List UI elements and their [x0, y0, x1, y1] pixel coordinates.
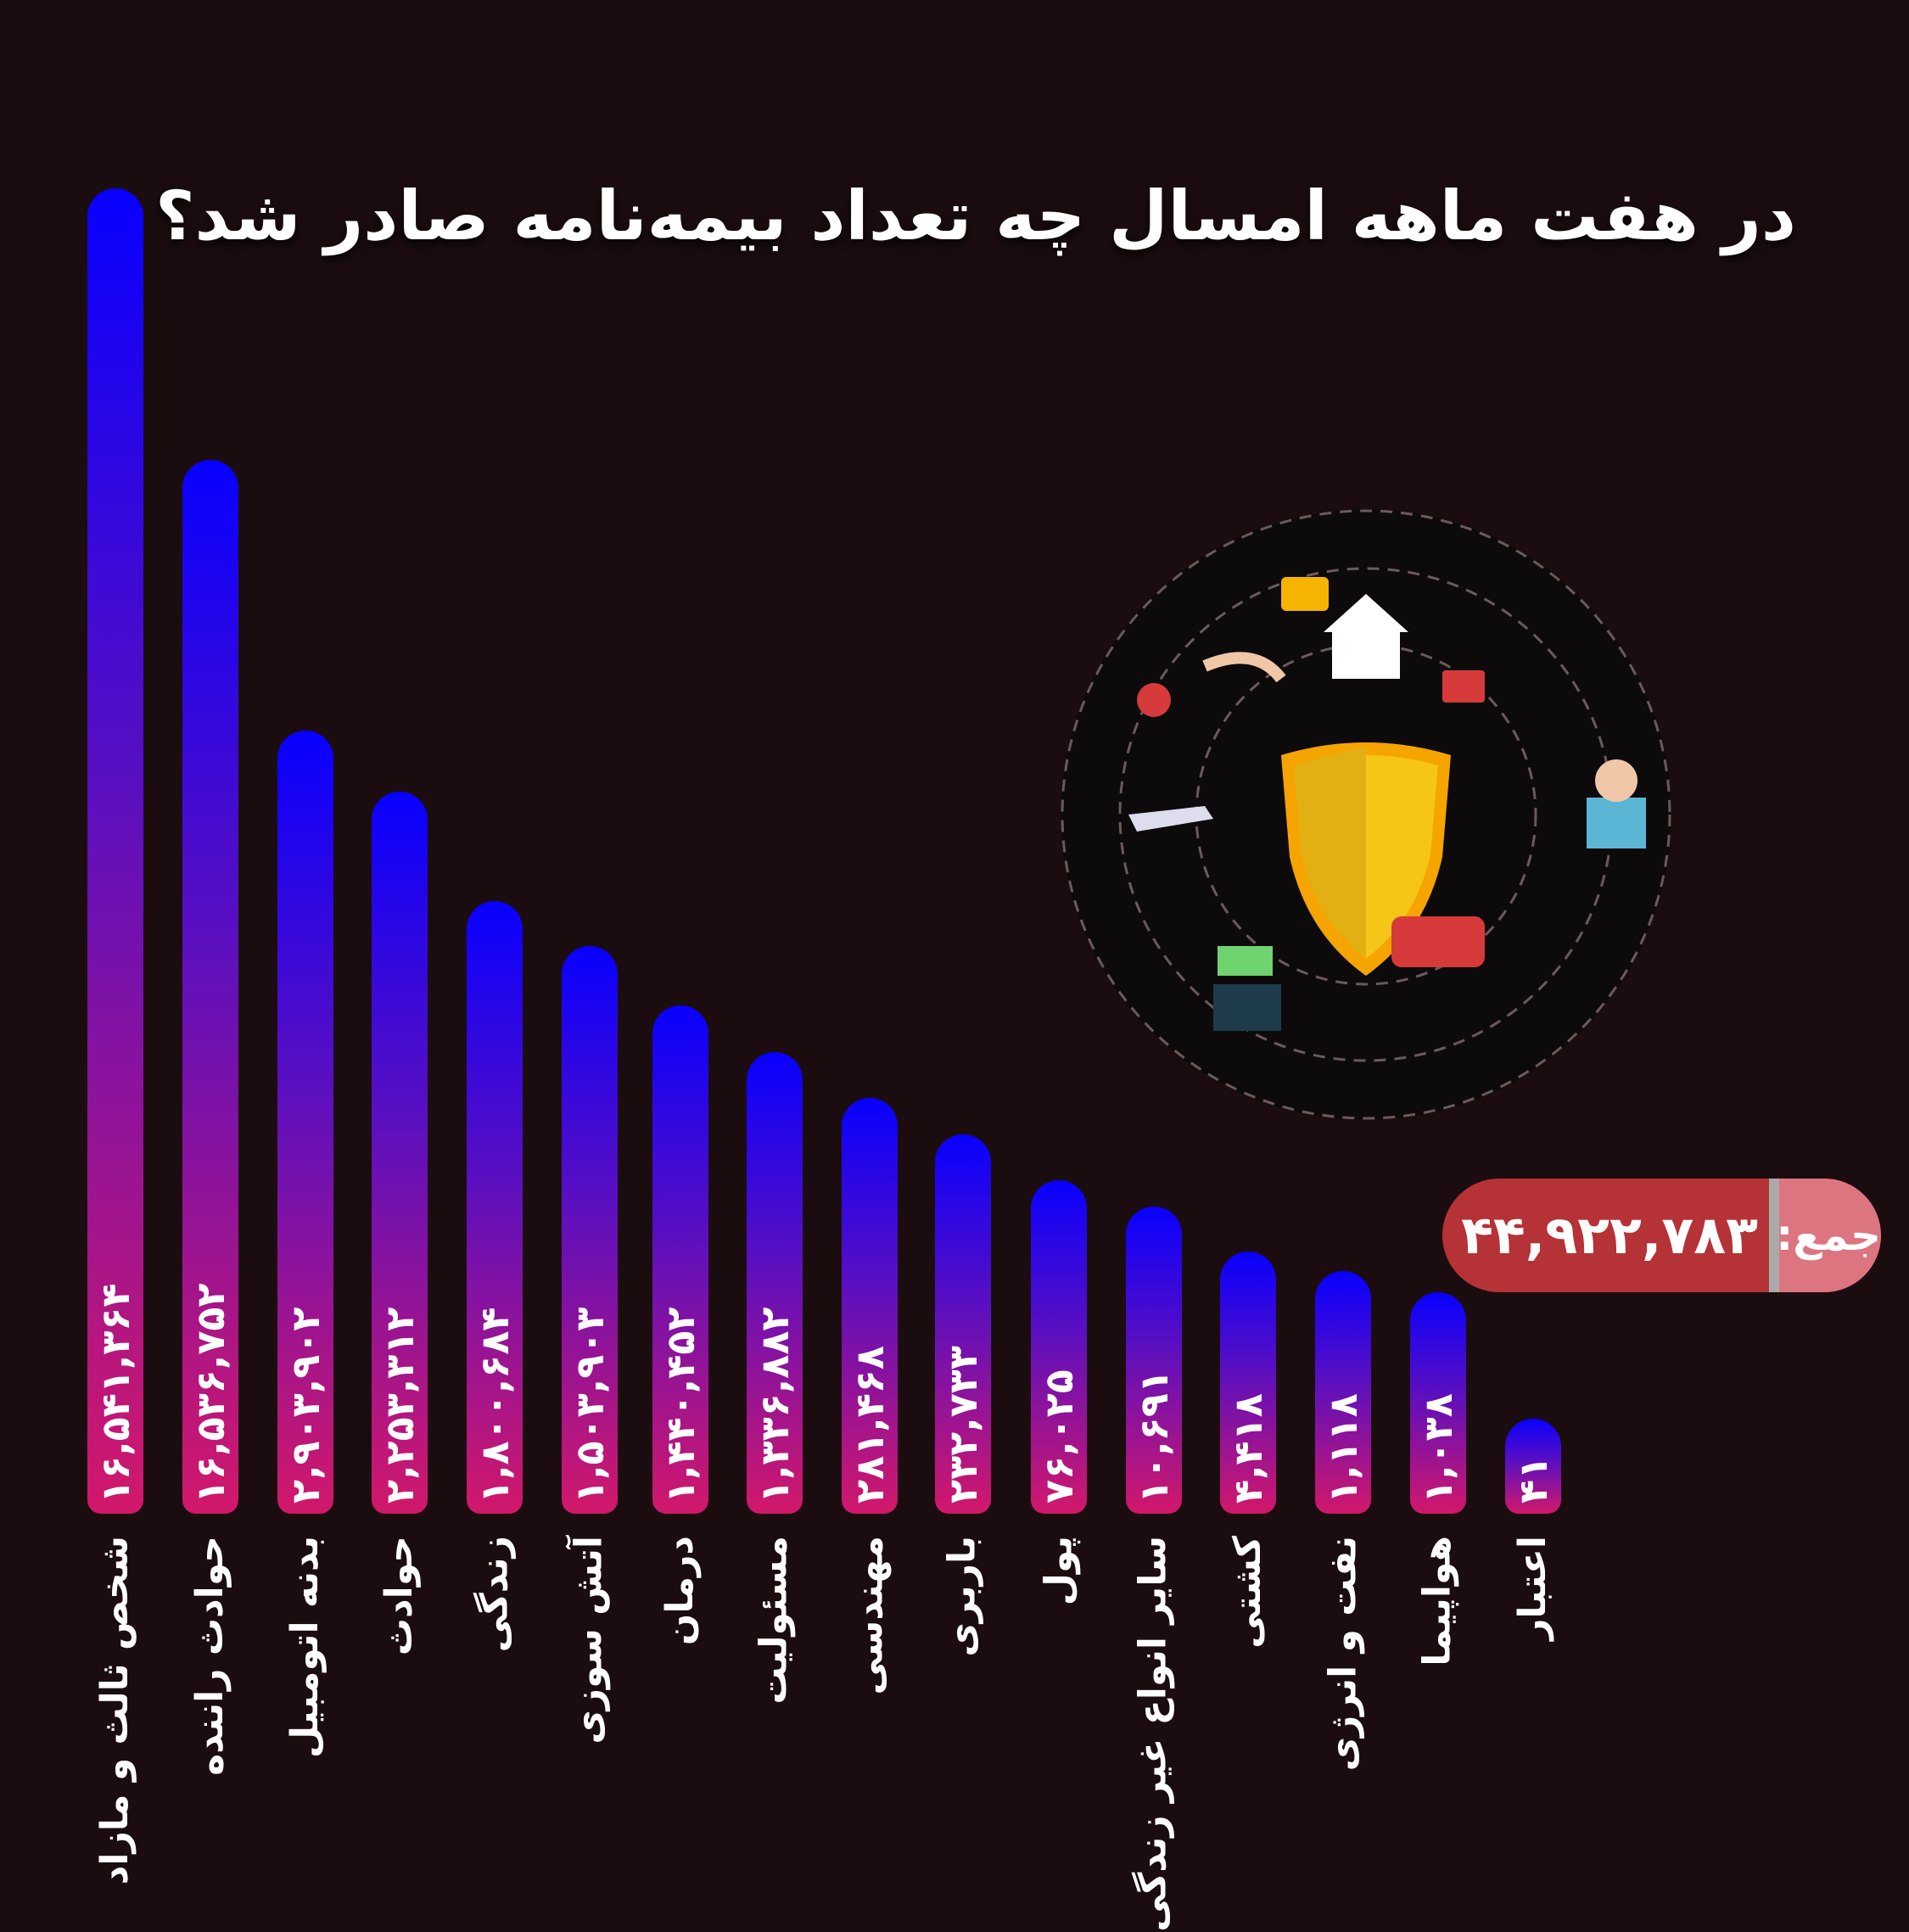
- category-label: باربری: [941, 1536, 984, 1657]
- category-label: حوادث راننده: [188, 1536, 232, 1776]
- category-label: پول: [1037, 1536, 1080, 1606]
- category-label: زندگی: [473, 1536, 516, 1653]
- bar-value-label: ۴۱: [1510, 1455, 1556, 1504]
- bar: [1031, 1180, 1087, 1514]
- bar: [182, 460, 238, 1514]
- bar-value-label: ۱,۰۳۸: [1415, 1393, 1461, 1504]
- bar-value-label: ۲۳۲,۷۳۳: [940, 1346, 986, 1504]
- category-label: کشتی: [1226, 1536, 1269, 1649]
- category-label: نفت و انرژی: [1321, 1536, 1364, 1772]
- category-label: درمان: [658, 1536, 702, 1646]
- category-label: مهندسی: [848, 1536, 891, 1695]
- bar: [1220, 1252, 1276, 1514]
- bar: [87, 188, 143, 1514]
- bar: [1126, 1207, 1182, 1514]
- bar-value-label: ۱,۵۰۳,۹۰۳: [567, 1307, 613, 1504]
- category-label: شخص ثالث و مازاد: [93, 1536, 137, 1885]
- bar: [1505, 1419, 1561, 1514]
- total-badge: ۴۴,۹۲۲,۷۸۳ جمع:: [1442, 1179, 1881, 1292]
- bar: [935, 1134, 991, 1514]
- category-label: سایر انواع غیر زندگی: [1132, 1536, 1175, 1932]
- bar: [1410, 1292, 1466, 1514]
- bar-value-label: ۱۰,۶۹۱: [1131, 1369, 1177, 1504]
- bar-value-label: ۲,۲۵۳,۳۱۲: [377, 1307, 423, 1504]
- bar-value-label: ۲۸۱,۴۶۸: [847, 1346, 893, 1504]
- bar-value-label: ۱,۳۳۶,۸۸۲: [752, 1307, 798, 1504]
- bar: [372, 792, 428, 1514]
- category-label: حوادث: [378, 1536, 421, 1656]
- bar-value-label: ۱,۸۰۰,۶۸۴: [472, 1307, 518, 1504]
- bar-value-label: ۱۶,۵۴۱,۳۶۴: [92, 1283, 138, 1504]
- category-label: بدنه اتومبیل: [283, 1536, 327, 1759]
- category-label: اعتبار: [1511, 1536, 1554, 1640]
- bar-value-label: ۴,۴۱۸: [1225, 1393, 1271, 1504]
- total-label-bg: [1769, 1179, 1881, 1292]
- total-label: جمع:: [1776, 1211, 1881, 1260]
- category-label: مسئولیت: [753, 1536, 796, 1705]
- bar-value-label: ۱۶,۵۳۶,۷۵۲: [188, 1283, 233, 1504]
- bar: [652, 1005, 708, 1514]
- bar: [467, 901, 523, 1514]
- bar-value-label: ۱,۴۴۰,۴۵۲: [658, 1307, 703, 1504]
- bar-value-label: ۱,۱۱۸: [1320, 1393, 1366, 1504]
- bar: [842, 1098, 898, 1514]
- bar: [1315, 1271, 1371, 1514]
- total-value: ۴۴,۹۲۲,۷۸۳: [1461, 1204, 1758, 1266]
- bar: [747, 1052, 803, 1514]
- bar: [277, 731, 333, 1514]
- category-label: هواپیما: [1416, 1536, 1459, 1666]
- bar-value-label: ۷۶,۰۲۵: [1036, 1369, 1082, 1504]
- insurance-shield-circle-icon: [1061, 509, 1671, 1120]
- category-label: آتش سوزی: [568, 1536, 611, 1744]
- bar-value-label: ۲,۹۰۳,۹۰۲: [283, 1307, 328, 1504]
- bar: [562, 946, 618, 1514]
- chart-title: در هفت ماهه امسال چه تعداد بیمه‌نامه صاد…: [155, 176, 1796, 255]
